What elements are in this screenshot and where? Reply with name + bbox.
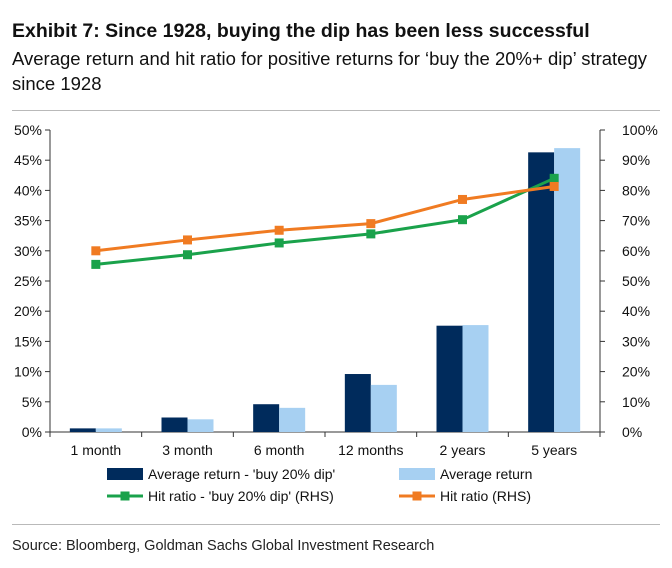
x-tick-label: 5 years [531,442,577,458]
legend-swatch [399,468,435,480]
y-right-tick-label: 60% [622,243,650,259]
y-right-tick-label: 80% [622,182,650,198]
y-left-tick-label: 0% [22,424,42,440]
bar [279,407,306,432]
x-tick-label: 6 month [254,442,305,458]
x-tick-label: 1 month [71,442,122,458]
bar [95,428,122,432]
legend-marker [412,491,422,501]
line-marker [91,246,101,256]
chart-title: Exhibit 7: Since 1928, buying the dip ha… [12,20,590,42]
y-left-tick-label: 45% [14,152,42,168]
y-left-tick-label: 40% [14,182,42,198]
bar [462,325,489,432]
bar [187,419,214,432]
y-right-tick-label: 100% [622,122,658,138]
y-left-tick-label: 5% [22,394,42,410]
bar [528,152,555,432]
line-marker [366,219,376,229]
legend-label: Hit ratio - 'buy 20% dip' (RHS) [148,488,334,504]
series-line [95,184,555,253]
line-marker [549,181,559,191]
line-marker [183,235,192,245]
bar [370,384,397,432]
y-right-tick-label: 70% [622,213,650,229]
line-marker [183,250,192,260]
y-right-tick-label: 30% [622,333,650,349]
y-right-tick-label: 20% [622,364,650,380]
legend-label: Average return - 'buy 20% dip' [148,466,335,482]
legend-marker [120,491,130,501]
y-right-tick-label: 0% [622,424,642,440]
bar [554,148,581,432]
y-left-tick-label: 15% [14,333,42,349]
y-right-tick-label: 90% [622,152,650,168]
line-marker [458,194,467,204]
top-divider [12,110,660,111]
legend-swatch [107,468,143,480]
line-marker [458,215,467,225]
bar [436,325,463,432]
y-left-tick-label: 50% [14,122,42,138]
bar [253,404,280,432]
legend-label: Hit ratio (RHS) [440,488,531,504]
y-right-tick-label: 50% [622,273,650,289]
y-left-tick-label: 35% [14,213,42,229]
y-left-tick-label: 30% [14,243,42,259]
bar [344,374,371,432]
source-note: Source: Bloomberg, Goldman Sachs Global … [12,538,435,554]
legend-label: Average return [440,466,532,482]
line-marker [274,238,284,248]
y-left-tick-label: 10% [14,364,42,380]
bar [161,417,188,432]
line-marker [274,225,284,235]
chart-subtitle: Average return and hit ratio for positiv… [12,48,647,94]
bottom-divider [12,524,660,525]
x-tick-label: 3 month [162,442,213,458]
y-left-tick-label: 25% [14,273,42,289]
y-right-tick-label: 10% [622,394,650,410]
x-tick-label: 2 years [440,442,486,458]
x-tick-label: 12 months [338,442,403,458]
line-marker [366,229,376,239]
y-left-tick-label: 20% [14,303,42,319]
series-line [95,176,555,266]
y-right-tick-label: 40% [622,303,650,319]
line-marker [549,173,559,183]
bar [69,428,96,432]
line-marker [91,259,101,269]
